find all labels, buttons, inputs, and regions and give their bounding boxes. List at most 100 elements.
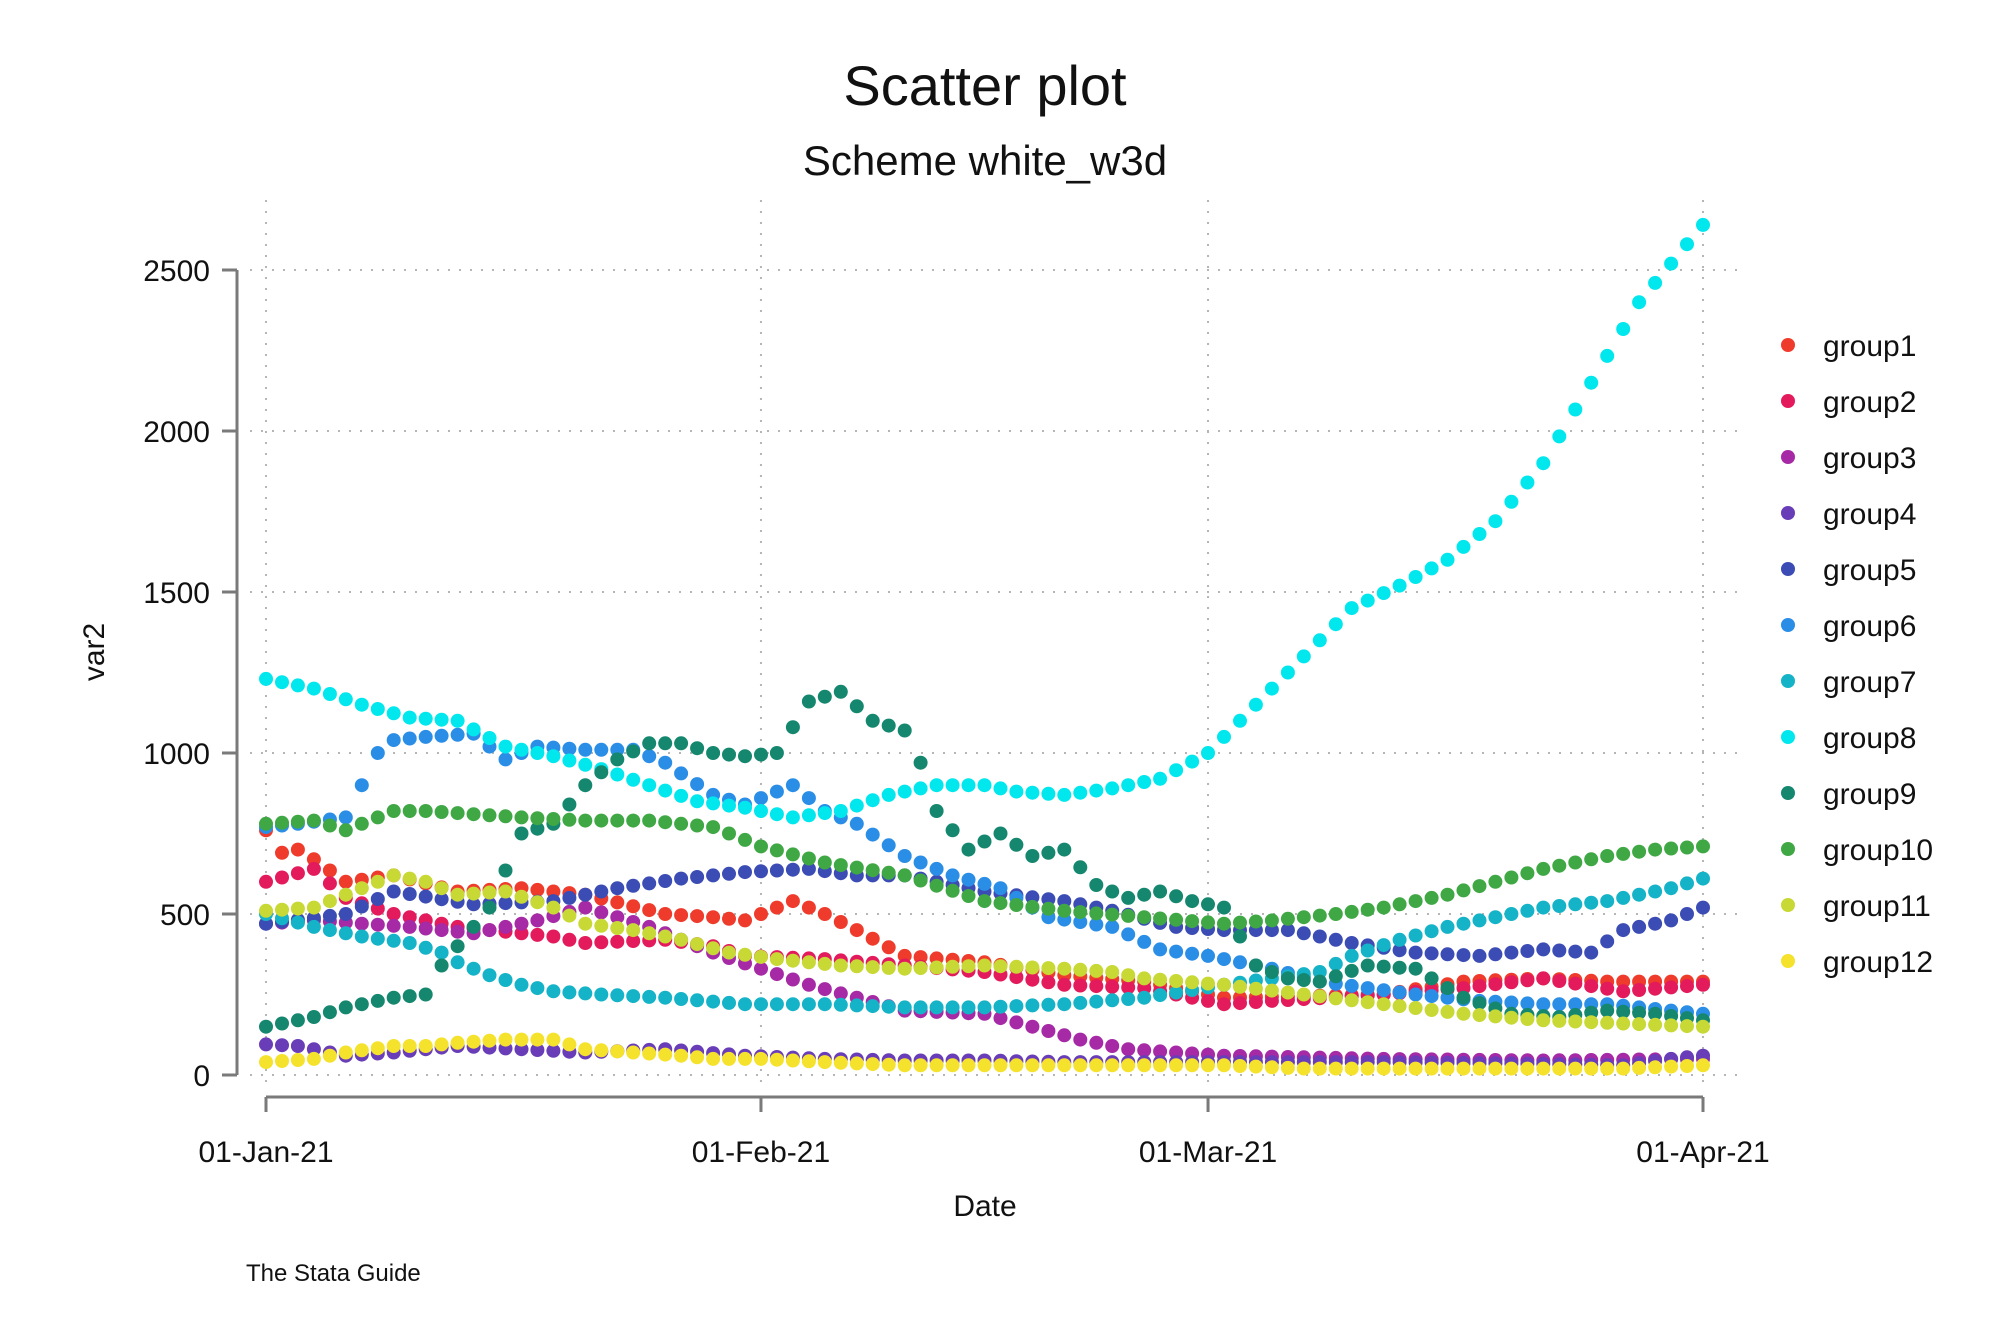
series-group10 xyxy=(259,804,1710,931)
data-point xyxy=(546,984,561,999)
data-point xyxy=(674,908,689,923)
data-point xyxy=(1616,1061,1631,1076)
data-point xyxy=(259,1055,273,1070)
data-point xyxy=(658,783,673,798)
data-point xyxy=(386,804,401,818)
data-point xyxy=(1201,746,1215,760)
data-point xyxy=(642,1046,657,1061)
data-point xyxy=(450,727,465,742)
data-point xyxy=(322,1048,337,1063)
data-point xyxy=(594,935,609,950)
data-point xyxy=(722,866,736,881)
legend-label: group5 xyxy=(1823,554,1916,587)
data-point xyxy=(1392,897,1407,912)
data-point xyxy=(1648,1006,1663,1021)
data-point xyxy=(1137,1058,1152,1073)
data-point xyxy=(562,753,577,768)
data-point xyxy=(530,1032,545,1047)
data-point xyxy=(897,784,912,799)
data-point xyxy=(1488,910,1503,925)
data-point xyxy=(1328,969,1343,984)
data-point xyxy=(1296,926,1311,941)
data-point xyxy=(578,986,593,1001)
data-point xyxy=(562,908,577,923)
data-point xyxy=(482,968,497,983)
data-point xyxy=(562,812,577,827)
data-point xyxy=(402,804,417,818)
data-point xyxy=(1648,1017,1663,1032)
legend-item: group12 xyxy=(1781,946,1933,979)
data-point xyxy=(322,876,337,891)
data-point xyxy=(306,900,321,915)
data-point xyxy=(785,778,800,793)
data-point xyxy=(530,895,545,910)
data-point xyxy=(1201,1058,1215,1073)
legend-item: group10 xyxy=(1781,834,1933,867)
data-point xyxy=(1137,1043,1152,1058)
data-point xyxy=(913,855,928,870)
data-point xyxy=(306,1010,321,1024)
data-point xyxy=(881,787,896,802)
data-point xyxy=(1121,890,1136,905)
data-point xyxy=(1201,976,1215,991)
data-point xyxy=(482,808,497,823)
data-point xyxy=(418,874,433,889)
data-point xyxy=(1504,870,1519,885)
legend-item: group9 xyxy=(1781,778,1916,811)
legend-marker xyxy=(1781,618,1795,632)
data-point xyxy=(386,918,401,933)
data-point xyxy=(849,959,864,974)
data-point xyxy=(993,999,1008,1014)
data-point xyxy=(1057,787,1072,802)
data-point xyxy=(865,793,880,808)
data-point xyxy=(498,1032,513,1047)
data-point xyxy=(1057,903,1072,918)
data-point xyxy=(993,826,1008,841)
data-point xyxy=(1344,963,1359,978)
data-point xyxy=(769,997,784,1012)
data-point xyxy=(1440,990,1455,1005)
data-point xyxy=(1520,1012,1535,1026)
data-point xyxy=(1680,1059,1694,1073)
data-point xyxy=(1472,948,1487,963)
data-point xyxy=(1456,883,1471,898)
data-point xyxy=(434,805,449,819)
data-point xyxy=(754,747,768,762)
data-point xyxy=(514,926,529,941)
data-point xyxy=(913,950,928,965)
grid-lines xyxy=(250,200,1740,1085)
data-point xyxy=(1552,1061,1567,1076)
data-point xyxy=(738,1051,752,1066)
data-point xyxy=(370,993,385,1008)
data-point xyxy=(610,742,625,757)
data-point xyxy=(610,934,625,949)
data-point xyxy=(275,1038,289,1053)
data-point xyxy=(1073,1058,1088,1073)
data-point xyxy=(450,713,465,728)
data-point xyxy=(418,711,433,726)
data-point xyxy=(1025,890,1040,905)
data-point xyxy=(1009,999,1024,1014)
data-point xyxy=(594,884,609,899)
data-point xyxy=(690,741,705,756)
data-point xyxy=(1153,988,1168,1003)
data-point xyxy=(418,987,433,1002)
data-point xyxy=(1648,842,1663,857)
data-point xyxy=(1153,942,1168,957)
data-point xyxy=(530,1043,545,1057)
data-point xyxy=(1360,593,1375,608)
data-point xyxy=(881,940,896,955)
x-axis-title: Date xyxy=(953,1190,1016,1223)
axes xyxy=(235,270,1703,1099)
data-point xyxy=(1121,992,1136,1006)
data-point xyxy=(1568,1061,1583,1076)
data-point xyxy=(354,997,369,1012)
data-point xyxy=(785,953,800,968)
data-point xyxy=(1584,852,1599,867)
data-point xyxy=(817,1055,832,1070)
data-point xyxy=(1520,1061,1535,1076)
data-point xyxy=(1201,993,1215,1008)
data-point xyxy=(1328,956,1343,971)
data-point xyxy=(1376,586,1391,601)
data-point xyxy=(1408,945,1423,960)
